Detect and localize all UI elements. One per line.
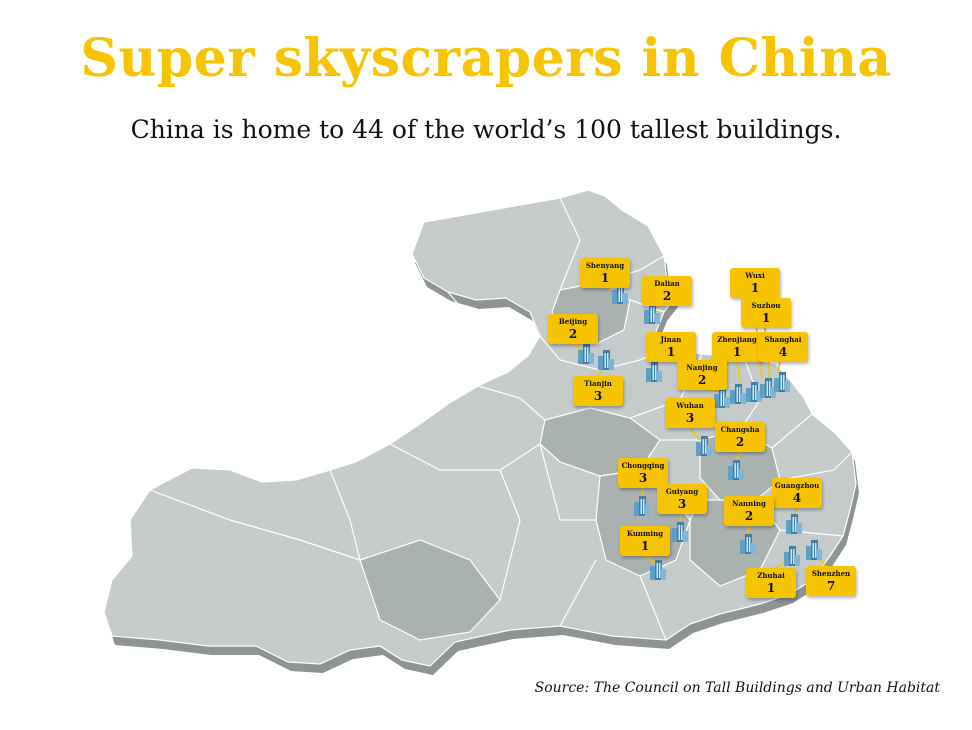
- city-count: 2: [697, 373, 707, 387]
- city-count: 3: [638, 471, 648, 485]
- city-label-zhuhai: Zhuhai 1: [746, 568, 796, 598]
- source-note: Source: The Council on Tall Buildings an…: [534, 680, 940, 696]
- city-label-kunming: Kunming 1: [620, 526, 670, 556]
- city-label-guiyang: Guiyang 3: [657, 484, 707, 514]
- city-name: Zhenjiang: [717, 335, 757, 344]
- city-count: 2: [662, 289, 672, 303]
- city-label-dalian: Dalian 2: [642, 276, 692, 306]
- city-label-jinan: Jinan 1: [646, 332, 696, 362]
- city-label-beijing: Beijing 2: [548, 314, 598, 344]
- city-count: 1: [750, 281, 760, 295]
- city-name: Nanning: [732, 499, 766, 508]
- page-subtitle: China is home to 44 of the world’s 100 t…: [130, 115, 842, 144]
- city-count: 7: [826, 579, 836, 593]
- city-label-nanjing: Nanjing 2: [677, 360, 727, 390]
- city-label-shenzhen: Shenzhen 7: [806, 566, 856, 596]
- city-count: 1: [600, 271, 610, 285]
- city-name: Kunming: [626, 529, 664, 538]
- city-count: 1: [732, 345, 742, 359]
- city-name: Shenyang: [585, 261, 625, 270]
- city-count: 2: [568, 327, 578, 341]
- city-name: Changsha: [720, 425, 760, 434]
- city-count: 3: [677, 497, 687, 511]
- city-name: Suzhou: [751, 301, 781, 310]
- city-label-shanghai: Shanghai 4: [758, 332, 808, 362]
- city-count: 1: [666, 345, 676, 359]
- city-name: Dalian: [654, 279, 680, 288]
- city-label-nanning: Nanning 2: [724, 496, 774, 526]
- city-count: 3: [593, 389, 603, 403]
- city-count: 1: [766, 581, 776, 595]
- city-name: Jinan: [660, 335, 682, 344]
- city-name: Tianjin: [584, 379, 612, 388]
- city-name: Guiyang: [665, 487, 699, 496]
- city-label-changsha: Changsha 2: [715, 422, 765, 452]
- city-count: 3: [685, 411, 695, 425]
- city-count: 1: [640, 539, 650, 553]
- city-count: 2: [744, 509, 754, 523]
- city-name: Guangzhou: [774, 481, 820, 490]
- city-count: 4: [778, 345, 788, 359]
- city-label-suzhou: Suzhou 1: [741, 298, 791, 328]
- city-label-wuxi: Wuxi 1: [730, 268, 780, 298]
- city-name: Nanjing: [686, 363, 718, 372]
- city-label-guangzhou: Guangzhou 4: [772, 478, 822, 508]
- city-name: Shenzhen: [811, 569, 851, 578]
- city-name: Beijing: [558, 317, 588, 326]
- city-name: Shanghai: [764, 335, 802, 344]
- city-label-chongqing: Chongqing 3: [618, 458, 668, 488]
- city-name: Wuxi: [745, 271, 765, 280]
- city-count: 2: [735, 435, 745, 449]
- city-count: 1: [761, 311, 771, 325]
- city-name: Wuhan: [676, 401, 704, 410]
- city-count: 4: [792, 491, 802, 505]
- city-label-shenyang: Shenyang 1: [580, 258, 630, 288]
- page-title: Super skyscrapers in China: [80, 28, 892, 89]
- city-label-wuhan: Wuhan 3: [665, 398, 715, 428]
- city-name: Chongqing: [621, 461, 665, 470]
- city-label-zhenjiang: Zhenjiang 1: [712, 332, 762, 362]
- city-label-tianjin: Tianjin 3: [573, 376, 623, 406]
- city-name: Zhuhai: [757, 571, 785, 580]
